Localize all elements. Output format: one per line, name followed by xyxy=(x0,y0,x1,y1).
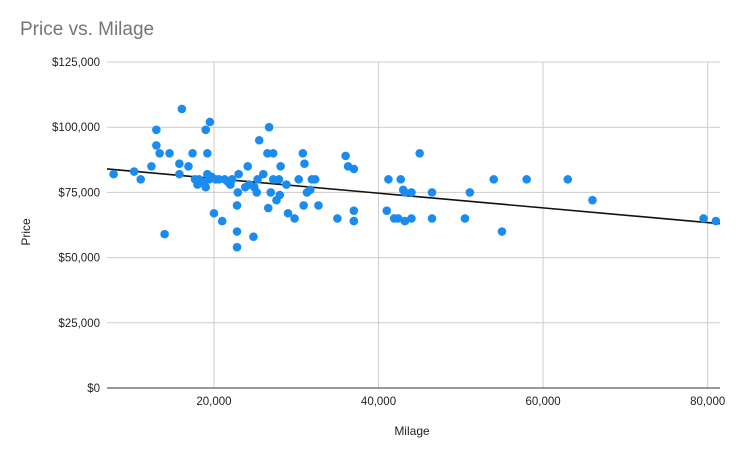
y-tick-label: $50,000 xyxy=(58,253,100,265)
data-point xyxy=(232,201,242,210)
data-point xyxy=(400,188,410,197)
data-point xyxy=(252,188,262,197)
data-point xyxy=(393,214,403,223)
data-point xyxy=(382,206,392,215)
data-point xyxy=(290,214,299,223)
data-point xyxy=(298,148,308,158)
data-point xyxy=(349,206,359,215)
data-point xyxy=(266,188,276,197)
data-point xyxy=(460,214,470,223)
data-point xyxy=(294,175,304,184)
data-point xyxy=(314,201,323,210)
data-point xyxy=(465,188,475,197)
data-point xyxy=(155,148,164,158)
x-tick-label: 80,000 xyxy=(690,396,725,408)
x-axis-title: Milage xyxy=(394,424,430,438)
data-point xyxy=(201,125,211,135)
data-point xyxy=(384,175,393,184)
data-point xyxy=(349,164,359,174)
data-point xyxy=(275,190,285,200)
data-point xyxy=(300,159,309,169)
data-point xyxy=(427,188,437,197)
x-tick-label: 20,000 xyxy=(196,396,231,408)
data-point xyxy=(147,162,156,171)
data-point xyxy=(282,180,291,189)
data-point xyxy=(283,208,293,218)
data-point xyxy=(259,169,268,179)
data-point xyxy=(305,185,315,195)
data-point xyxy=(415,148,424,158)
data-point xyxy=(201,182,211,192)
data-points xyxy=(109,104,721,252)
y-tick-label: $75,000 xyxy=(58,187,100,199)
data-point xyxy=(253,175,262,184)
data-point xyxy=(129,167,139,176)
axes: $0 $25,000 $50,000 $75,000 $100,000 $125,000 2… xyxy=(52,57,725,408)
data-point xyxy=(333,214,342,223)
data-point xyxy=(232,242,242,252)
data-point xyxy=(152,141,161,150)
data-point xyxy=(152,125,161,135)
data-point xyxy=(203,148,212,158)
x-tick-label: 40,000 xyxy=(361,396,396,408)
y-tick-label: $125,000 xyxy=(52,57,100,69)
data-point xyxy=(188,148,197,158)
data-point xyxy=(522,175,531,184)
data-point xyxy=(699,214,708,223)
data-point xyxy=(205,117,215,127)
data-point xyxy=(310,175,320,184)
data-point xyxy=(407,188,416,197)
data-point xyxy=(160,229,169,239)
data-point xyxy=(400,216,410,226)
data-point xyxy=(299,201,308,210)
data-point xyxy=(217,216,227,226)
data-point xyxy=(254,135,264,145)
data-point xyxy=(711,216,721,226)
data-point xyxy=(276,162,285,171)
data-point xyxy=(209,208,219,218)
chart-title: Price vs. Milage xyxy=(20,19,155,40)
data-point xyxy=(588,195,597,205)
data-point xyxy=(264,122,274,132)
data-point xyxy=(407,214,416,223)
data-point xyxy=(489,175,499,184)
data-point xyxy=(177,104,187,114)
data-point xyxy=(341,151,350,161)
data-point xyxy=(165,148,174,158)
y-tick-label: $0 xyxy=(87,383,100,395)
data-point xyxy=(497,227,507,236)
y-axis-title: Price xyxy=(19,218,33,246)
data-point xyxy=(263,203,273,213)
data-point xyxy=(243,162,253,171)
data-point xyxy=(233,188,243,197)
data-point xyxy=(563,175,573,184)
data-point xyxy=(234,169,243,179)
y-tick-label: $100,000 xyxy=(52,122,100,134)
data-point xyxy=(175,159,184,169)
grid xyxy=(107,61,720,388)
data-point xyxy=(184,162,193,171)
data-point xyxy=(268,148,278,158)
data-point xyxy=(232,227,242,236)
data-point xyxy=(396,175,406,184)
x-tick-label: 60,000 xyxy=(526,396,561,408)
data-point xyxy=(349,216,359,226)
data-point xyxy=(109,169,118,179)
data-point xyxy=(274,175,284,184)
data-point xyxy=(249,232,258,242)
data-point xyxy=(175,169,184,179)
data-point xyxy=(427,214,437,223)
data-point xyxy=(227,175,237,184)
data-point xyxy=(136,175,146,184)
y-tick-label: $25,000 xyxy=(58,318,100,330)
